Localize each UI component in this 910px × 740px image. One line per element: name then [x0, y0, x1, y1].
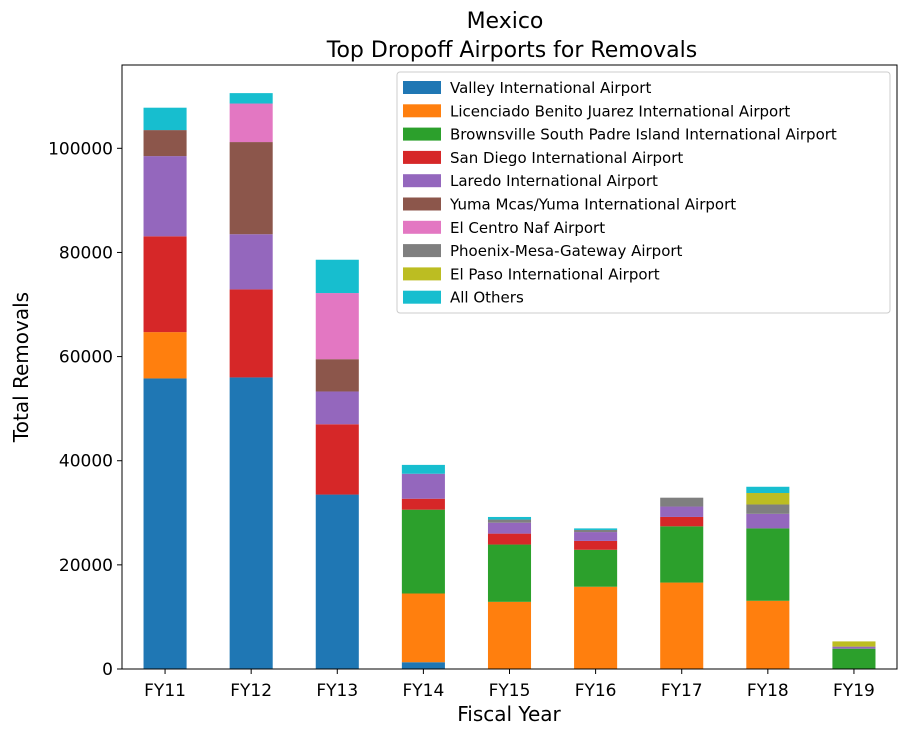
legend-label: El Paso International Airport — [450, 265, 660, 283]
x-axis-label: Fiscal Year — [457, 702, 561, 726]
legend-label: All Others — [450, 289, 524, 307]
legend-label: San Diego International Airport — [450, 149, 683, 167]
legend-label: Yuma Mcas/Yuma International Airport — [449, 196, 736, 214]
bar-segment-fy18-series-2 — [746, 528, 790, 601]
x-tick-label: FY11 — [144, 681, 186, 701]
legend-label: Laredo International Airport — [450, 172, 658, 190]
bar-segment-fy18-series-8 — [746, 493, 790, 505]
bar-segment-fy15-series-3 — [487, 533, 532, 545]
bar-segment-fy15-series-7 — [487, 519, 532, 523]
bar-segment-fy19-series-8 — [832, 641, 876, 647]
y-tick-label: 60000 — [59, 348, 113, 368]
legend-label: Phoenix-Mesa-Gateway Airport — [450, 242, 683, 260]
bar-segment-fy18-series-4 — [746, 513, 790, 529]
legend-label: Brownsville South Padre Island Internati… — [450, 126, 837, 144]
legend-swatch — [403, 104, 441, 118]
legend-label: Valley International Airport — [450, 79, 651, 97]
x-tick-label: FY18 — [747, 681, 789, 701]
legend-box — [396, 71, 891, 314]
bar-segment-fy11-series-1 — [143, 332, 187, 379]
bar-segment-fy11-series-9 — [143, 107, 187, 131]
bar-segment-fy13-series-3 — [315, 424, 359, 495]
x-tick-label: FY17 — [661, 681, 703, 701]
legend-swatch — [403, 150, 441, 164]
bar-segment-fy18-series-9 — [746, 486, 790, 494]
x-tick-label: FY14 — [402, 681, 444, 701]
bar-segment-fy12-series-9 — [229, 93, 273, 104]
bar-segment-fy16-series-7 — [574, 529, 618, 533]
y-tick-label: 0 — [102, 660, 113, 680]
bar-segment-fy12-series-4 — [229, 234, 273, 290]
x-tick-label: FY13 — [316, 681, 358, 701]
x-tick-label: FY16 — [575, 681, 617, 701]
bar-segment-fy13-series-5 — [315, 359, 359, 392]
bar-segment-fy14-series-1 — [401, 593, 445, 663]
bar-segment-fy14-series-4 — [401, 473, 445, 499]
bar-segment-fy18-series-7 — [746, 504, 790, 514]
legend-swatch — [403, 127, 441, 141]
bar-segment-fy11-series-5 — [143, 130, 187, 157]
bar-segment-fy15-series-2 — [487, 544, 532, 602]
bar-segment-fy17-series-1 — [660, 582, 704, 669]
legend-swatch — [403, 244, 441, 258]
bar-segment-fy16-series-1 — [574, 586, 618, 669]
bar-segment-fy17-series-3 — [660, 516, 704, 527]
legend-label: El Centro Naf Airport — [450, 219, 605, 237]
legend-swatch — [403, 290, 441, 304]
bar-segment-fy13-series-6 — [315, 293, 359, 360]
bar-segment-fy17-series-7 — [660, 497, 704, 507]
legend-swatch — [403, 174, 441, 188]
legend-swatch — [403, 197, 441, 211]
bar-segment-fy11-series-3 — [143, 236, 187, 333]
legend-label: Licenciado Benito Juarez International A… — [450, 102, 790, 120]
y-tick-label: 20000 — [59, 556, 113, 576]
y-tick-label: 80000 — [59, 243, 113, 263]
bar-segment-fy11-series-0 — [143, 378, 187, 669]
bar-segment-fy14-series-9 — [401, 464, 445, 474]
x-tick-label: FY15 — [489, 681, 531, 701]
bar-segment-fy16-series-4 — [574, 532, 618, 541]
bar-segment-fy16-series-2 — [574, 549, 618, 587]
bar-segment-fy19-series-2 — [832, 648, 876, 669]
bar-segment-fy13-series-0 — [315, 494, 359, 669]
bar-segment-fy14-series-0 — [401, 662, 445, 669]
y-axis-label: Total Removals — [9, 292, 33, 443]
y-tick-label: 40000 — [59, 452, 113, 472]
legend: Valley International Airport Licenciado B… — [396, 71, 891, 314]
x-tick-label: FY19 — [833, 681, 875, 701]
bar-segment-fy14-series-3 — [401, 498, 445, 510]
bar-segment-fy12-series-0 — [229, 377, 273, 669]
bar-segment-fy15-series-9 — [487, 516, 532, 520]
bar-segment-fy12-series-6 — [229, 103, 273, 143]
legend-swatch — [403, 267, 441, 281]
legend-swatch — [403, 220, 441, 234]
bar-segment-fy14-series-2 — [401, 509, 445, 594]
bar-segment-fy17-series-4 — [660, 506, 704, 517]
bar-segment-fy11-series-4 — [143, 156, 187, 237]
bar-segment-fy15-series-1 — [487, 601, 532, 669]
x-tick-label: FY12 — [230, 681, 272, 701]
bar-segment-fy13-series-4 — [315, 391, 359, 425]
bar-segment-fy13-series-9 — [315, 259, 359, 294]
y-tick-label: 100000 — [48, 139, 113, 159]
bar-segment-fy19-series-4 — [832, 646, 876, 649]
legend-swatch — [403, 81, 441, 94]
bar-segment-fy15-series-4 — [487, 522, 532, 534]
plot-frame — [121, 64, 898, 670]
bar-segment-fy12-series-5 — [229, 142, 273, 235]
bar-segment-fy12-series-3 — [229, 289, 273, 378]
chart-subtitle: Top Dropoff Airports for Removals — [326, 38, 697, 63]
bar-segment-fy17-series-2 — [660, 526, 704, 583]
chart-title: Mexico — [467, 9, 544, 34]
bar-segment-fy16-series-3 — [574, 540, 618, 550]
bar-segment-fy16-series-9 — [574, 528, 618, 530]
bar-segment-fy18-series-1 — [746, 600, 790, 669]
